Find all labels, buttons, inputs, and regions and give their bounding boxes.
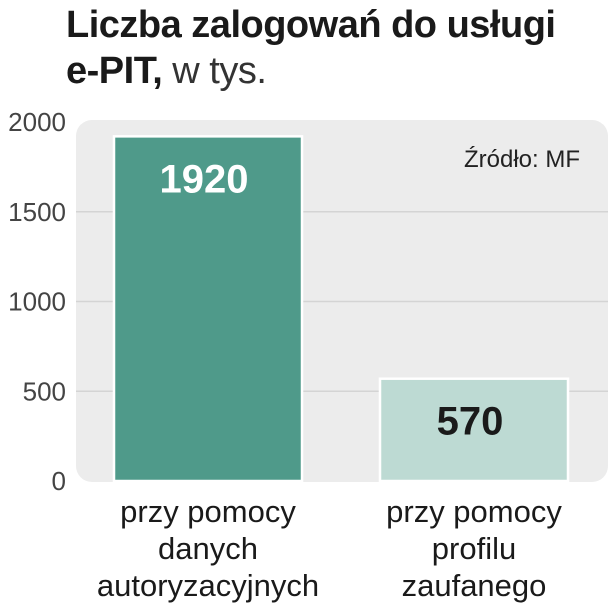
y-tick-label: 1500 xyxy=(8,197,66,227)
chart-title-line1: Liczba zalogowań do usługi xyxy=(66,4,556,46)
x-category-label: danych xyxy=(158,531,258,566)
chart-title: Liczba zalogowań do usługi e-PIT, w tys. xyxy=(66,2,606,94)
data-label: 570 xyxy=(437,400,504,444)
source-note: Źródło: MF xyxy=(464,146,580,173)
y-axis-ticks: 0 500 1000 1500 2000 xyxy=(8,107,66,496)
x-category-label: zaufanego xyxy=(402,568,547,603)
chart-title-line2: e-PIT, w tys. xyxy=(66,48,606,94)
bars: 1920 570 xyxy=(112,135,570,483)
bar xyxy=(378,377,570,483)
y-tick-label: 2000 xyxy=(8,107,66,137)
x-category-label: przy pomocy xyxy=(120,494,296,529)
y-tick-label: 1000 xyxy=(8,287,66,317)
x-category-label: autoryzacyjnych xyxy=(97,568,319,603)
data-label: 1920 xyxy=(160,157,249,201)
x-category-label: profilu xyxy=(432,531,516,566)
x-category-label: przy pomocy xyxy=(386,494,562,529)
bar xyxy=(112,135,304,483)
chart-title-line2-bold: e-PIT, xyxy=(66,50,163,92)
y-tick-label: 0 xyxy=(52,466,66,496)
y-tick-label: 500 xyxy=(23,376,66,406)
chart-title-unit: w tys. xyxy=(162,50,267,92)
